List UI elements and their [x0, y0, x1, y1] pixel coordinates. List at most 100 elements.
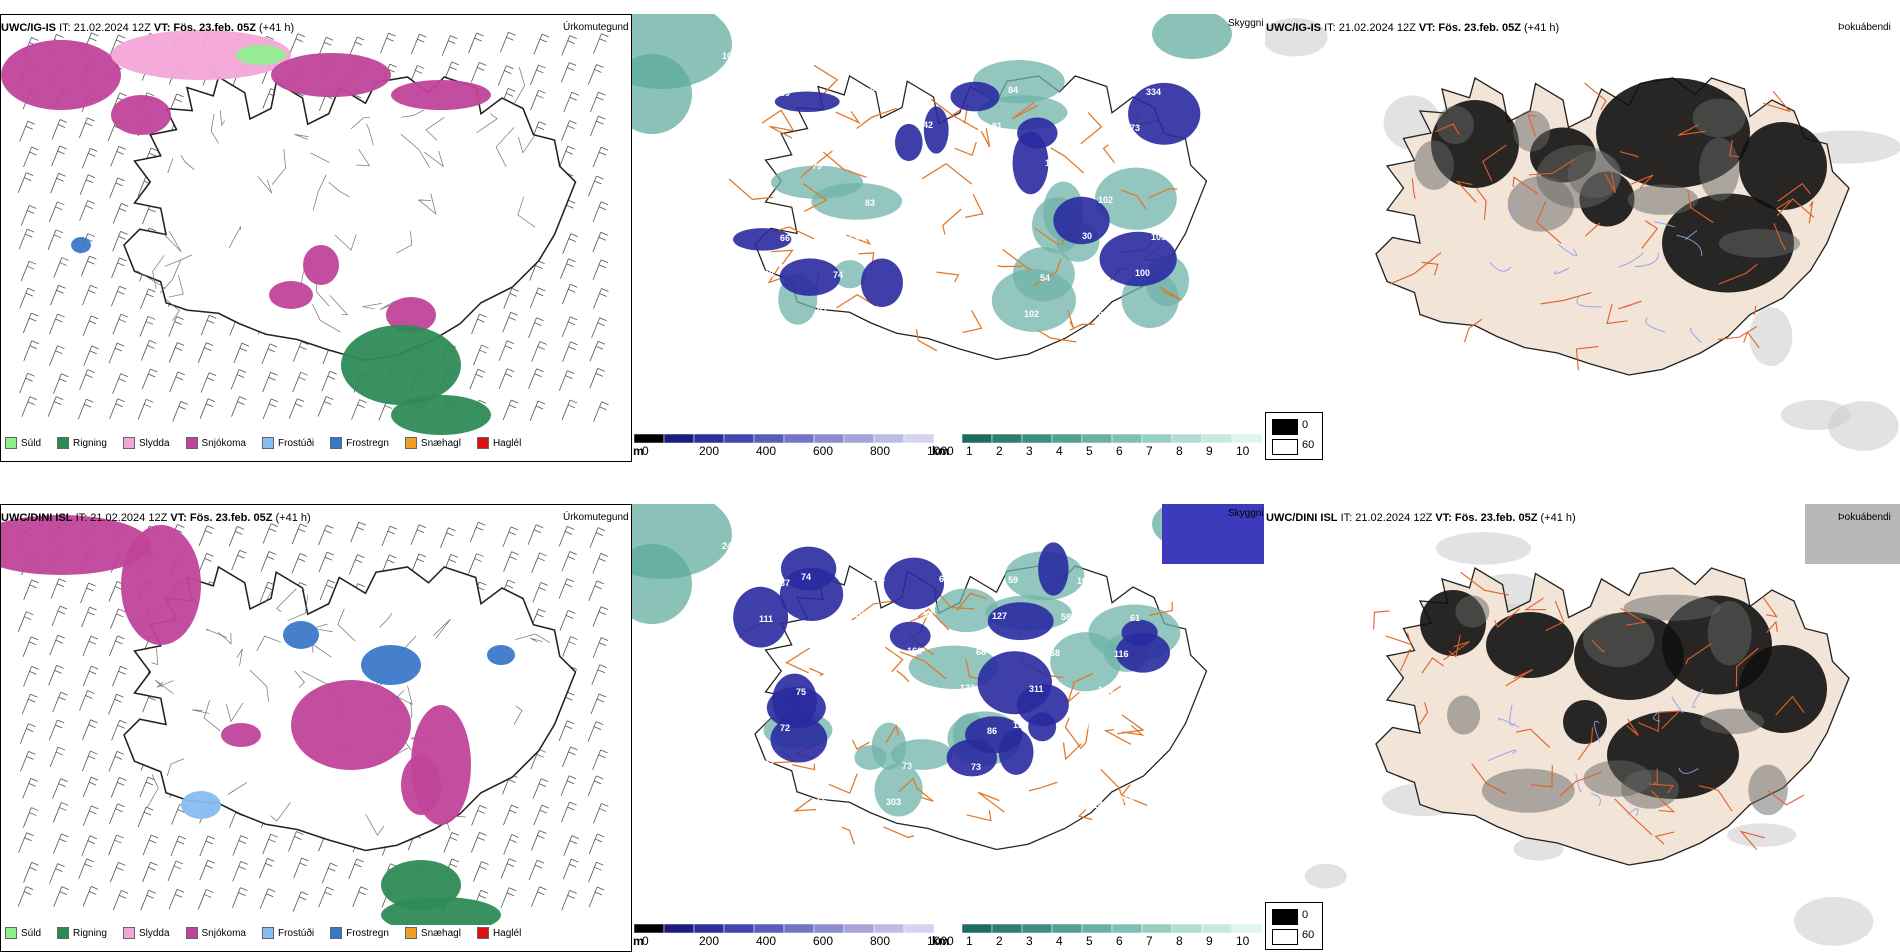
wind-barb: [108, 693, 124, 715]
low-ceiling-area: [923, 106, 949, 154]
wind-barb: [52, 778, 68, 799]
ceiling-value-label: 168: [1045, 648, 1060, 658]
visibility-tick-label: 4: [1056, 444, 1063, 458]
wind-barb: [82, 886, 99, 907]
ceiling-colorbar-bin: [634, 434, 665, 444]
legend-swatch: [185, 437, 198, 449]
precip-area: [386, 297, 436, 333]
fog-area: [1749, 307, 1793, 367]
ceiling-visibility-panel: 246 237 219 221 127 86 363 144 85 111 64 39 85 73 68 10…: [632, 504, 1264, 952]
wind-barb: [471, 313, 487, 335]
wind-barb: [141, 368, 158, 390]
wind-barb: [380, 32, 396, 54]
fog-area: [1512, 110, 1551, 152]
wind-barb: [592, 749, 608, 770]
wind-barb: [562, 858, 579, 880]
visibility-colorbar-bin: [1171, 434, 1203, 444]
dense-fog-area: [1486, 612, 1574, 678]
wind-barb: [440, 527, 456, 548]
wind-barb: [558, 525, 575, 547]
ceiling-value-label: 73: [764, 759, 774, 769]
wind-barb: [111, 257, 127, 279]
ceiling-value-label: 303: [886, 797, 901, 807]
ceiling-tick-label: 600: [813, 444, 834, 458]
fog-area: [1513, 837, 1564, 861]
wind-barb: [318, 524, 334, 546]
wind-barb: [351, 399, 367, 420]
precip-legend-item: Slydda: [122, 927, 170, 939]
visibility-colorbar: km 1 2 3 4 5 6 7 8 9 10: [932, 924, 1262, 950]
wind-barb: [532, 582, 548, 603]
ceiling-panel-title: Skyggni: [1228, 508, 1264, 519]
ceiling-colorbar: m 0 200 400 600 800 1000: [633, 434, 954, 460]
wind-barb: [199, 859, 215, 881]
ceiling-value-label: 62: [939, 574, 949, 584]
wind-barb: [591, 664, 607, 685]
low-ceiling-area: [950, 81, 1000, 112]
low-visibility-area: [1050, 632, 1122, 692]
fog-area: [1414, 140, 1454, 190]
low-ceiling-area: [1099, 231, 1177, 287]
wind-barb: [531, 830, 547, 851]
wind-barb: [82, 665, 99, 687]
low-visibility-area: [833, 260, 867, 289]
visibility-tick-label: 5: [1086, 444, 1093, 458]
wind-barb: [49, 863, 65, 884]
wind-barb: [293, 341, 309, 362]
wind-barb: [288, 831, 304, 852]
wind-barb: [168, 888, 185, 910]
wind-barb: [561, 35, 577, 56]
wind-barb: [348, 36, 365, 58]
wind-barb: [593, 288, 609, 309]
wind-barb: [531, 552, 547, 573]
wind-barb: [110, 145, 126, 167]
legend-swatch: [122, 927, 135, 939]
visibility-tick-label: 6: [1116, 444, 1123, 458]
wind-barb: [23, 579, 39, 600]
ceiling-value-label: 700: [748, 305, 763, 315]
wind-barb: [22, 807, 39, 828]
ceiling-colorbar-bin: [813, 434, 845, 444]
wind-barb: [50, 172, 66, 194]
ceiling-tick-label: 200: [699, 444, 720, 458]
visibility-colorbar-bin: [1171, 924, 1203, 934]
wind-barb: [52, 802, 69, 823]
wind-barb: [172, 401, 188, 422]
wind-barb: [51, 119, 68, 140]
wind-barb: [533, 804, 549, 826]
wind-barb: [468, 32, 484, 54]
ceiling-value-label: 84: [1077, 86, 1087, 96]
ceiling-colorbar-bin: [873, 434, 905, 444]
fog-area: [1780, 399, 1851, 431]
wind-barb: [292, 891, 309, 912]
fog-map: [1265, 18, 1900, 451]
precip-area: [381, 897, 501, 925]
ceiling-value-label: 54: [1040, 273, 1050, 283]
ceiling-tick-label: 1000: [927, 934, 954, 948]
wind-barb: [82, 284, 98, 306]
ceiling-value-label: 71: [955, 308, 965, 318]
wind-barb: [592, 637, 609, 658]
wind-barb: [19, 723, 36, 744]
wind-barb: [561, 801, 577, 823]
wind-barb: [169, 371, 185, 393]
wind-barb: [563, 835, 579, 856]
wind-barb: [111, 719, 127, 741]
wind-barb: [262, 523, 279, 544]
wind-barb: [81, 255, 97, 277]
fog-area: [1265, 18, 1328, 57]
low-ceiling-area: [889, 621, 931, 651]
wind-barb: [531, 341, 547, 362]
wind-barb: [137, 398, 154, 420]
visibility-tick-label: 10: [1236, 934, 1250, 948]
precip-legend-item: Haglél: [476, 437, 521, 449]
wind-barb: [49, 634, 65, 656]
ceiling-value-label: 246: [722, 541, 737, 551]
fog-indicator-panel: [1265, 504, 1900, 952]
fog-area: [1707, 600, 1752, 666]
wind-barb: [587, 775, 604, 797]
ceiling-tick-label: 0: [642, 444, 649, 458]
precip-legend-item: Slydda: [122, 437, 170, 449]
ceiling-colorbar-bin: [843, 434, 875, 444]
wind-barb: [262, 398, 279, 420]
